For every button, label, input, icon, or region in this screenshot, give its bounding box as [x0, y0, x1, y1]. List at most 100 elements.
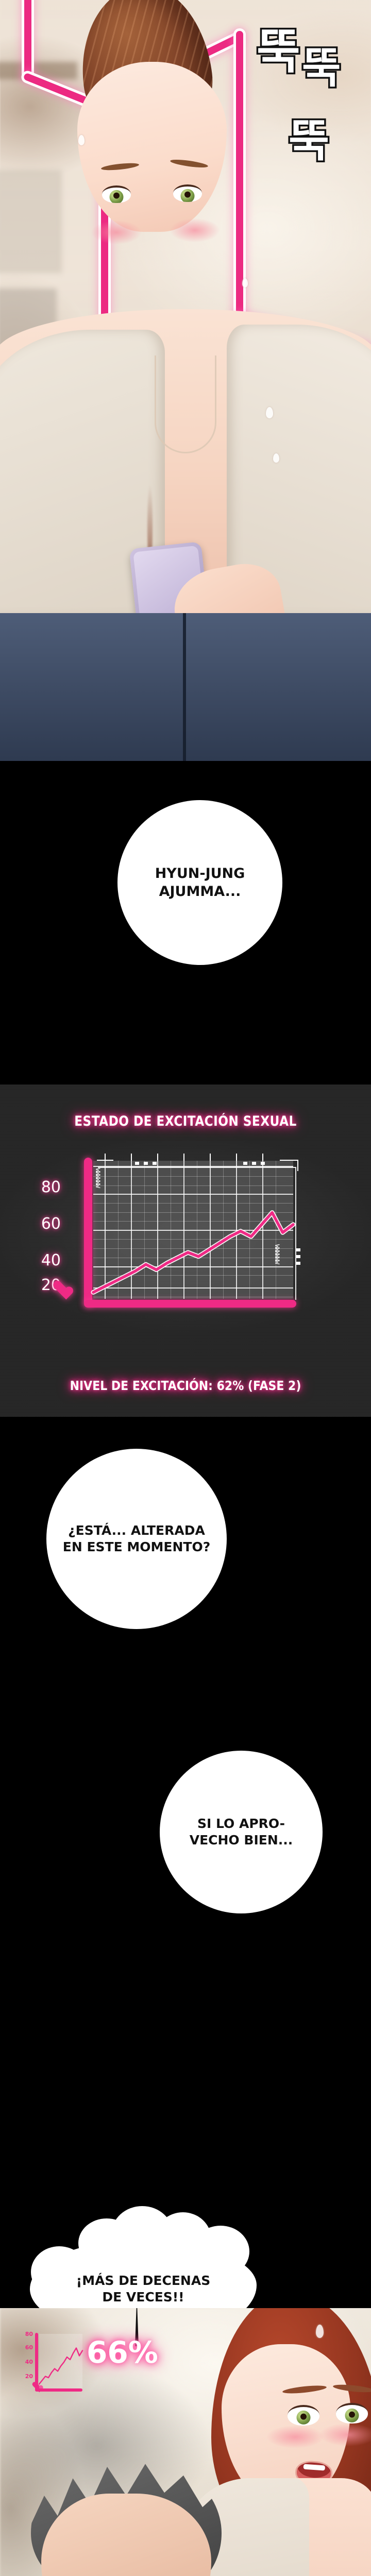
pupil-right: [184, 191, 191, 198]
panel-scene-reaction: 80 60 40 20 66%: [0, 2308, 371, 2576]
gridline-v-6: [236, 1154, 237, 1299]
tick-v-6: [236, 1154, 237, 1161]
chart-line: [92, 1211, 295, 1294]
gridline-minor-2: [93, 1185, 293, 1186]
mini-y-tick-80: 80: [25, 2331, 33, 2337]
mini-x-axis: [35, 2388, 82, 2392]
sfx-ttuk-2: 뚝: [300, 44, 343, 93]
gridline-v-3: [157, 1154, 158, 1299]
panel-arousal-chart: ESTADO DE EXCITACIÓN SEXUAL 80 60 40 20: [0, 1084, 371, 1417]
bubble-text: SI LO APRO- VECHO BIEN...: [190, 1816, 293, 1849]
woman-eye-left: [288, 2405, 319, 2426]
sfx-ttuk-3: 뚝: [286, 115, 331, 167]
bubble-line-1: HYUN-JUNG: [155, 865, 245, 882]
thought-bubble-alterada: ¿ESTÁ... ALTERADA EN ESTE MOMENTO?: [52, 1454, 222, 1624]
squiggle-right: wwwwww: [273, 1244, 282, 1263]
sweat-drop-3: [266, 407, 273, 418]
hud-bracket-2: [280, 1160, 298, 1171]
tick-v-4: [183, 1154, 184, 1161]
gridline-v-minor-2: [144, 1161, 145, 1299]
gridline-60: [93, 1230, 293, 1231]
woman-sweat-drop: [316, 2325, 324, 2338]
arousal-percent-badge: 66%: [87, 2335, 158, 2370]
neon-frame-inner-vertical: [236, 31, 243, 319]
tick-v-7: [262, 1154, 263, 1161]
gridline-v-1: [105, 1154, 106, 1299]
panel-illustration-woman: 뚝 뚝 뚝: [0, 0, 371, 761]
gridline-v-minor-6: [249, 1161, 250, 1299]
gridline-minor-5: [93, 1221, 293, 1222]
gridline-minor-1: [93, 1176, 293, 1177]
bubble-line-2: VECHO BIEN...: [189, 1833, 293, 1848]
mini-plot-area: [38, 2334, 83, 2388]
mini-chart-line: [38, 2347, 83, 2385]
shelf-blur-2: [0, 170, 62, 273]
panel-shout-decenas: ¡MÁS DE DECENAS DE VECES!!: [0, 1958, 371, 2308]
y-tick-80: 80: [41, 1178, 61, 1196]
speed-line: [135, 2308, 139, 2346]
sweat-drop-4: [273, 453, 279, 463]
gridline-20: [93, 1287, 293, 1289]
bubble-text: HYUN-JUNG AJUMMA...: [155, 865, 245, 901]
face: [77, 62, 227, 232]
sweat-drop-1: [78, 135, 85, 145]
gridline-minor-4: [93, 1212, 293, 1213]
gridline-minor-6: [93, 1239, 293, 1240]
plot-area: [91, 1154, 296, 1299]
gridline-v-minor-1: [118, 1161, 119, 1299]
hud-dots-top-left: [135, 1162, 157, 1165]
hud-bracket-1: [97, 1160, 113, 1161]
hud-bracket-frame: [98, 1167, 296, 1300]
mini-polyline: [38, 2347, 83, 2385]
bubble-line-1: ¡MÁS DE DECENAS: [76, 2273, 211, 2288]
mini-arousal-chart: 80 60 40 20: [15, 2331, 83, 2397]
panel-thought-hyunjung: HYUN-JUNG AJUMMA...: [0, 761, 371, 1084]
thought-bubble-hyunjung: HYUN-JUNG AJUMMA...: [123, 805, 277, 960]
jeans-seam: [183, 613, 186, 761]
x-axis-bar: [84, 1300, 296, 1308]
woman-teeth: [303, 2464, 326, 2471]
thought-bubble-aprovecho: SI LO APRO- VECHO BIEN...: [165, 1756, 317, 1908]
tick-v-3: [157, 1154, 158, 1161]
panel-thought-aprovecho: SI LO APRO- VECHO BIEN...: [0, 1690, 371, 1958]
gridline-v-minor-5: [223, 1161, 224, 1299]
necklace: [155, 355, 216, 453]
panel-thought-alterada: ¿ESTÁ... ALTERADA EN ESTE MOMENTO?: [0, 1417, 371, 1690]
woman-eye-right: [336, 2403, 368, 2424]
gridline-40: [93, 1266, 293, 1267]
eye-right: [173, 184, 202, 202]
heart-icon: [53, 1281, 69, 1295]
squiggle-left: wwwwww: [94, 1168, 103, 1187]
sfx-ttuk-1: 뚝: [255, 24, 302, 79]
mini-y-tick-40: 40: [25, 2359, 33, 2365]
bubble-line-1: ¿ESTÁ... ALTERADA: [68, 1522, 205, 1538]
pupil-left: [113, 192, 120, 199]
gridline-top: [93, 1166, 293, 1167]
chart-footer-label: NIVEL DE EXCITACIÓN: 62% (FASE 2): [70, 1378, 301, 1393]
woman-pupil-left: [300, 2413, 307, 2420]
mini-y-axis: [35, 2333, 38, 2391]
woman-blush-left: [267, 2426, 324, 2448]
chest-shadow: [147, 484, 153, 572]
blush-left: [92, 221, 141, 244]
gridline-v-7: [262, 1154, 263, 1299]
sweat-drop-2: [242, 278, 248, 287]
gridline-80: [93, 1194, 293, 1195]
bubble-text: ¡MÁS DE DECENAS DE VECES!!: [76, 2273, 210, 2306]
tick-v-5: [210, 1154, 211, 1161]
tick-v-1: [105, 1154, 106, 1161]
mini-y-tick-60: 60: [25, 2344, 33, 2351]
gridline-v-5: [210, 1154, 211, 1299]
eye-left: [102, 185, 131, 203]
chart-title: ESTADO DE EXCITACIÓN SEXUAL: [74, 1113, 297, 1129]
woman-pupil-right: [349, 2411, 355, 2418]
shelf-blur-1: [0, 62, 77, 79]
mini-y-tick-20: 20: [25, 2373, 33, 2380]
tick-v-2: [131, 1154, 132, 1161]
gridline-v-2: [131, 1154, 132, 1299]
y-tick-60: 60: [41, 1215, 61, 1233]
gridline-v-4: [183, 1154, 184, 1299]
bubble-line-2: EN ESTE MOMENTO?: [62, 1539, 211, 1554]
gridline-minor-3: [93, 1203, 293, 1204]
